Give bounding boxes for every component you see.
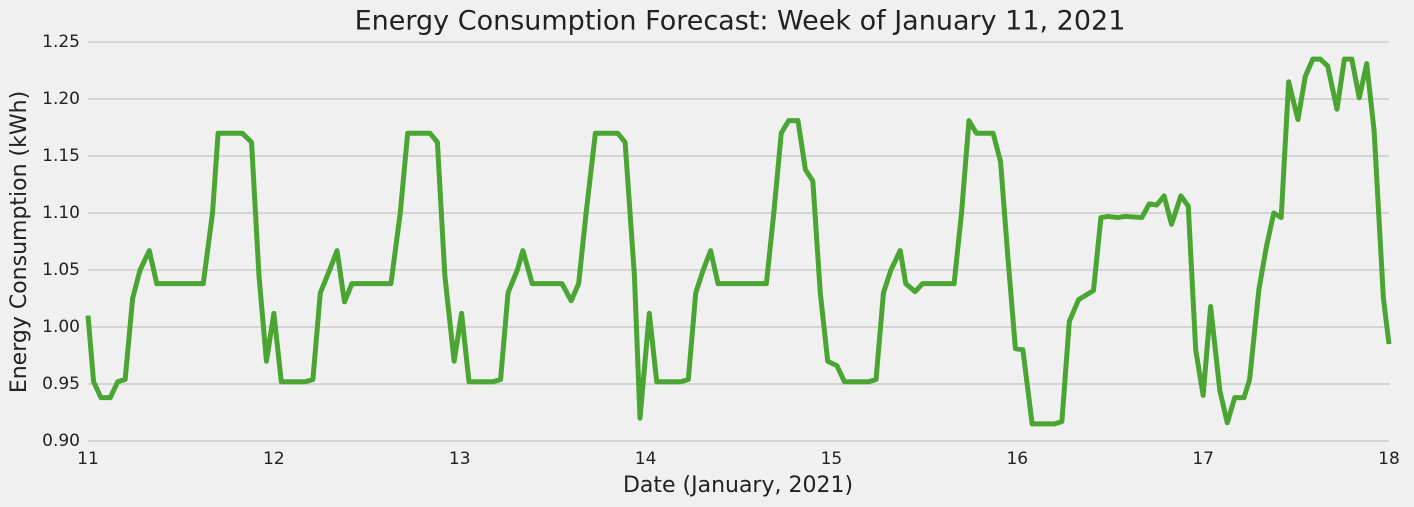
x-tick-label: 16 xyxy=(1006,449,1028,469)
y-tick-label: 1.25 xyxy=(42,32,80,52)
y-tick-label: 1.15 xyxy=(42,146,80,166)
y-tick-label: 0.95 xyxy=(42,374,80,394)
x-tick-label: 13 xyxy=(449,449,471,469)
x-axis-label: Date (January, 2021) xyxy=(623,473,853,498)
y-tick-label: 0.90 xyxy=(42,431,80,451)
y-tick-label: 1.05 xyxy=(42,260,80,280)
x-tick-label: 17 xyxy=(1192,449,1214,469)
y-axis-label: Energy Consumption (kWh) xyxy=(7,91,32,393)
x-tick-label: 11 xyxy=(77,449,99,469)
x-tick-label: 15 xyxy=(821,449,843,469)
y-tick-label: 1.10 xyxy=(42,203,80,223)
chart-title: Energy Consumption Forecast: Week of Jan… xyxy=(355,6,1126,37)
x-tick-label: 12 xyxy=(263,449,285,469)
y-tick-label: 1.00 xyxy=(42,317,80,337)
x-tick-label: 14 xyxy=(635,449,657,469)
y-tick-label: 1.20 xyxy=(42,89,80,109)
x-tick-label: 18 xyxy=(1378,449,1400,469)
line xyxy=(85,56,1392,427)
